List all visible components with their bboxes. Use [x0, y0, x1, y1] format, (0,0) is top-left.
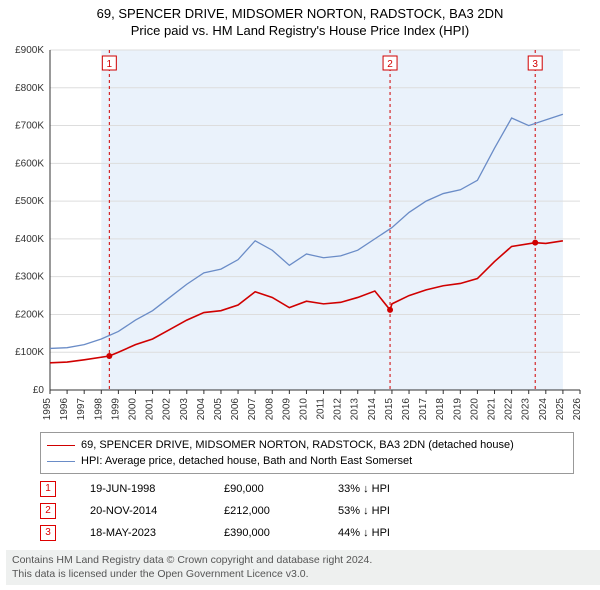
svg-text:2026: 2026 — [572, 398, 583, 421]
svg-text:£800K: £800K — [15, 83, 44, 94]
event-price-1: £90,000 — [224, 483, 314, 495]
svg-text:2006: 2006 — [230, 398, 241, 421]
event-pct-3: 44% ↓ HPI — [338, 527, 428, 539]
svg-text:1997: 1997 — [76, 398, 87, 421]
svg-text:2009: 2009 — [281, 398, 292, 421]
svg-text:2014: 2014 — [367, 398, 378, 421]
svg-text:2018: 2018 — [435, 398, 446, 421]
event-row-3: 3 18-MAY-2023 £390,000 44% ↓ HPI — [40, 522, 560, 544]
event-row-1: 1 19-JUN-1998 £90,000 33% ↓ HPI — [40, 478, 560, 500]
svg-text:1995: 1995 — [42, 398, 53, 421]
legend-label-hpi: HPI: Average price, detached house, Bath… — [81, 455, 412, 467]
svg-text:3: 3 — [532, 59, 538, 70]
legend-swatch-hpi — [47, 461, 75, 462]
event-pct-2: 53% ↓ HPI — [338, 505, 428, 517]
svg-text:2004: 2004 — [196, 398, 207, 421]
svg-text:2010: 2010 — [298, 398, 309, 421]
svg-text:2025: 2025 — [555, 398, 566, 421]
chart-area: £0£100K£200K£300K£400K£500K£600K£700K£80… — [50, 50, 580, 420]
chart-svg: £0£100K£200K£300K£400K£500K£600K£700K£80… — [50, 50, 580, 420]
legend-box: 69, SPENCER DRIVE, MIDSOMER NORTON, RADS… — [40, 432, 574, 474]
legend-swatch-property — [47, 445, 75, 446]
footer-attribution: Contains HM Land Registry data © Crown c… — [6, 550, 600, 585]
title-line2: Price paid vs. HM Land Registry's House … — [0, 23, 600, 40]
event-date-3: 18-MAY-2023 — [90, 527, 200, 539]
event-pct-1: 33% ↓ HPI — [338, 483, 428, 495]
event-price-2: £212,000 — [224, 505, 314, 517]
event-row-2: 2 20-NOV-2014 £212,000 53% ↓ HPI — [40, 500, 560, 522]
event-marker-3: 3 — [40, 525, 56, 541]
svg-text:2003: 2003 — [179, 398, 190, 421]
svg-text:2019: 2019 — [452, 398, 463, 421]
svg-text:2021: 2021 — [487, 398, 498, 421]
svg-text:2023: 2023 — [521, 398, 532, 421]
svg-text:2020: 2020 — [469, 398, 480, 421]
svg-text:2005: 2005 — [213, 398, 224, 421]
svg-text:£900K: £900K — [15, 45, 44, 56]
svg-text:£300K: £300K — [15, 272, 44, 283]
footer-line1: Contains HM Land Registry data © Crown c… — [12, 554, 600, 568]
svg-text:2011: 2011 — [316, 398, 327, 420]
svg-text:£100K: £100K — [15, 347, 44, 358]
svg-text:£500K: £500K — [15, 196, 44, 207]
event-date-2: 20-NOV-2014 — [90, 505, 200, 517]
event-table: 1 19-JUN-1998 £90,000 33% ↓ HPI 2 20-NOV… — [40, 478, 560, 544]
svg-text:2012: 2012 — [333, 398, 344, 421]
svg-text:£700K: £700K — [15, 121, 44, 132]
svg-text:1999: 1999 — [110, 398, 121, 421]
event-marker-2: 2 — [40, 503, 56, 519]
svg-text:2007: 2007 — [247, 398, 258, 421]
svg-text:£600K: £600K — [15, 158, 44, 169]
svg-text:2008: 2008 — [264, 398, 275, 421]
svg-text:£200K: £200K — [15, 309, 44, 320]
svg-text:2000: 2000 — [127, 398, 138, 421]
svg-text:2022: 2022 — [504, 398, 515, 421]
svg-text:2017: 2017 — [418, 398, 429, 421]
svg-text:£0: £0 — [33, 385, 45, 396]
event-marker-1: 1 — [40, 481, 56, 497]
event-date-1: 19-JUN-1998 — [90, 483, 200, 495]
svg-text:1996: 1996 — [59, 398, 70, 421]
title-line1: 69, SPENCER DRIVE, MIDSOMER NORTON, RADS… — [0, 6, 600, 23]
legend-row-hpi: HPI: Average price, detached house, Bath… — [47, 453, 567, 469]
svg-text:2001: 2001 — [145, 398, 156, 421]
svg-text:2016: 2016 — [401, 398, 412, 421]
legend-label-property: 69, SPENCER DRIVE, MIDSOMER NORTON, RADS… — [81, 439, 514, 451]
legend-row-property: 69, SPENCER DRIVE, MIDSOMER NORTON, RADS… — [47, 437, 567, 453]
svg-text:2015: 2015 — [384, 398, 395, 421]
svg-text:2024: 2024 — [538, 398, 549, 421]
svg-text:£400K: £400K — [15, 234, 44, 245]
svg-text:2002: 2002 — [162, 398, 173, 421]
footer-line2: This data is licensed under the Open Gov… — [12, 568, 600, 582]
svg-text:2: 2 — [387, 59, 393, 70]
svg-text:2013: 2013 — [350, 398, 361, 421]
svg-text:1998: 1998 — [93, 398, 104, 421]
svg-text:1: 1 — [107, 59, 113, 70]
event-price-3: £390,000 — [224, 527, 314, 539]
chart-title: 69, SPENCER DRIVE, MIDSOMER NORTON, RADS… — [0, 0, 600, 40]
